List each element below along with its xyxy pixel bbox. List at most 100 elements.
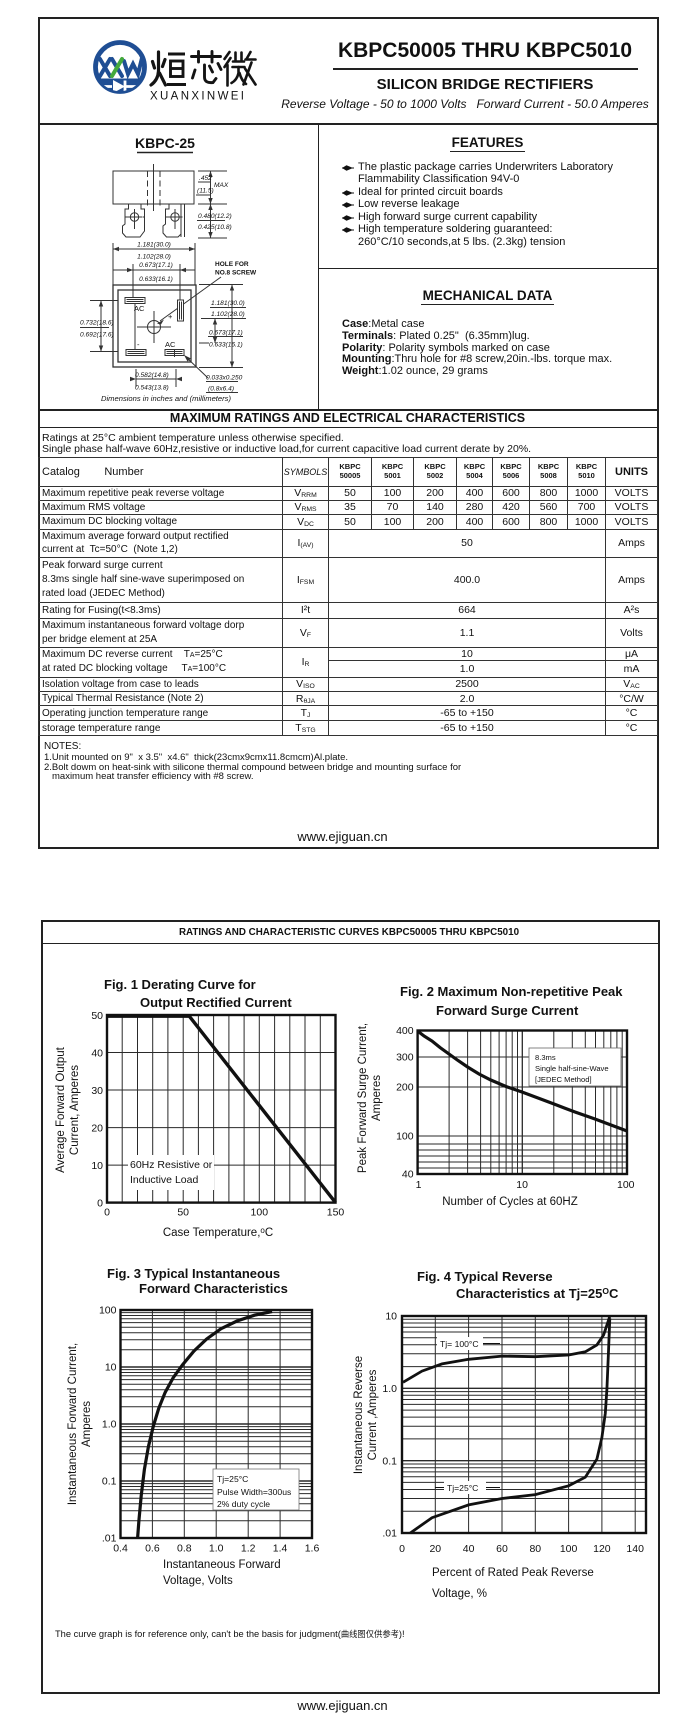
svg-text:0.633(16.1): 0.633(16.1) [139, 276, 173, 283]
svg-text:1.102(28.0): 1.102(28.0) [137, 254, 171, 261]
svg-text:Number of Cycles at 60HZ: Number of Cycles at 60HZ [442, 1196, 578, 1208]
svg-text:Peak Forward Surge Current,: Peak Forward Surge Current, [357, 1023, 369, 1173]
svg-text:100: 100 [396, 1131, 414, 1143]
svg-text:200: 200 [396, 1082, 414, 1094]
svg-text:Inductive Load: Inductive Load [130, 1174, 198, 1186]
svg-text:0.732(18.6): 0.732(18.6) [80, 320, 114, 327]
svg-text:Percent of Rated Peak Reverse: Percent of Rated Peak Reverse [432, 1567, 594, 1579]
svg-text:1.6: 1.6 [305, 1543, 320, 1555]
svg-text:0.582(14.8): 0.582(14.8) [135, 372, 169, 379]
svg-text:Instantaneous Forward Current,: Instantaneous Forward Current, [67, 1343, 79, 1505]
svg-text:10: 10 [91, 1160, 103, 1172]
svg-text:20: 20 [429, 1543, 441, 1555]
svg-text:0.1: 0.1 [102, 1476, 117, 1488]
svg-text:1.0: 1.0 [382, 1383, 397, 1395]
svg-text:0: 0 [97, 1197, 103, 1209]
svg-text:100: 100 [617, 1179, 635, 1191]
svg-text:Output Rectified Current: Output Rectified Current [140, 995, 292, 1010]
svg-text:30: 30 [91, 1085, 103, 1097]
svg-text:(0.8x6.4): (0.8x6.4) [208, 386, 234, 393]
svg-text:(11.5): (11.5) [197, 188, 214, 195]
svg-text:40: 40 [402, 1169, 414, 1181]
svg-text:Current, Amperes: Current, Amperes [69, 1065, 81, 1155]
svg-text:100: 100 [560, 1543, 578, 1555]
svg-text:1: 1 [416, 1179, 422, 1191]
svg-text:0.673(17.1): 0.673(17.1) [209, 330, 243, 337]
svg-text:Case Temperature,oC: Case Temperature,oC [163, 1226, 273, 1239]
svg-text:400: 400 [396, 1025, 414, 1037]
svg-text:100: 100 [251, 1207, 269, 1219]
svg-text:1.181(30.0): 1.181(30.0) [137, 242, 171, 249]
svg-text:40: 40 [463, 1543, 475, 1555]
svg-text:Instantaneous Reverse: Instantaneous Reverse [353, 1356, 365, 1474]
svg-text:Forward Surge Current: Forward Surge Current [436, 1003, 579, 1018]
svg-text:0.4: 0.4 [113, 1543, 128, 1555]
svg-text:0.8: 0.8 [177, 1543, 192, 1555]
svg-text:Pulse Width=300us: Pulse Width=300us [217, 1487, 291, 1497]
svg-text:1.102(28.0): 1.102(28.0) [211, 311, 245, 318]
svg-text:Amperes: Amperes [371, 1075, 383, 1121]
svg-text:0: 0 [399, 1543, 405, 1555]
svg-text:Average Forward Output: Average Forward Output [55, 1046, 67, 1173]
svg-text:0.033x0.250: 0.033x0.250 [206, 375, 243, 382]
svg-text:50: 50 [177, 1207, 189, 1219]
svg-text:XUANXINWEI: XUANXINWEI [150, 91, 246, 103]
svg-text:Current ,Amperes: Current ,Amperes [367, 1369, 379, 1460]
svg-text:.01: .01 [102, 1533, 117, 1545]
svg-text:20: 20 [91, 1122, 103, 1134]
svg-text:Fig. 4 Typical Reverse: Fig. 4 Typical Reverse [417, 1269, 553, 1284]
svg-text:1.4: 1.4 [273, 1543, 288, 1555]
svg-text:0.692(17.6): 0.692(17.6) [80, 332, 114, 339]
svg-text:50: 50 [91, 1010, 103, 1022]
svg-text:140: 140 [626, 1543, 644, 1555]
svg-text:80: 80 [529, 1543, 541, 1555]
svg-text:10: 10 [105, 1362, 117, 1374]
svg-text:HOLE FOR: HOLE FOR [215, 261, 249, 268]
svg-text:Tj=25°C: Tj=25°C [217, 1474, 248, 1484]
svg-text:40: 40 [91, 1047, 103, 1059]
svg-text:Voltage, Volts: Voltage, Volts [163, 1575, 233, 1587]
svg-text:1.181(30.0): 1.181(30.0) [211, 300, 245, 307]
svg-text:Fig. 3 Typical Instantaneous: Fig. 3 Typical Instantaneous [107, 1266, 280, 1281]
svg-text:Tj= 100°C: Tj= 100°C [440, 1339, 479, 1349]
svg-text:Voltage, %: Voltage, % [432, 1588, 487, 1600]
svg-text:0.543(13.8): 0.543(13.8) [135, 385, 169, 392]
svg-text:Dimensions in inches and (mill: Dimensions in inches and (millimeters) [101, 394, 231, 403]
svg-text:1.0: 1.0 [102, 1419, 117, 1431]
svg-text:AC: AC [134, 304, 145, 313]
svg-text:60Hz Resistive or: 60Hz Resistive or [130, 1159, 213, 1171]
svg-text:0.6: 0.6 [145, 1543, 160, 1555]
svg-text:10: 10 [516, 1179, 528, 1191]
svg-text:Amperes: Amperes [81, 1401, 93, 1447]
svg-text:Tj=25°C: Tj=25°C [447, 1483, 478, 1493]
svg-text:Characteristics at Tj=25OC: Characteristics at Tj=25OC [456, 1286, 619, 1301]
svg-text:.01: .01 [382, 1528, 397, 1540]
svg-text:0.673(17.1): 0.673(17.1) [139, 262, 173, 269]
svg-text:NO.8 SCREW: NO.8 SCREW [215, 270, 257, 277]
svg-text:[JEDEC Method]: [JEDEC Method] [535, 1075, 592, 1084]
svg-text:0.480(12.2): 0.480(12.2) [198, 213, 232, 220]
svg-text:0.425(10.8): 0.425(10.8) [198, 224, 232, 231]
svg-text:0: 0 [104, 1207, 110, 1219]
svg-text:Fig. 2 Maximum Non-repetitive: Fig. 2 Maximum Non-repetitive Peak [400, 984, 623, 999]
svg-text:1.0: 1.0 [209, 1543, 224, 1555]
svg-text:KBPC-25: KBPC-25 [135, 135, 195, 151]
svg-text:60: 60 [496, 1543, 508, 1555]
svg-text:120: 120 [593, 1543, 611, 1555]
svg-text:+: + [168, 312, 173, 321]
svg-text:2% duty cycle: 2% duty cycle [217, 1499, 270, 1509]
svg-text:150: 150 [327, 1207, 344, 1219]
svg-text:Single half-sine-Wave: Single half-sine-Wave [535, 1064, 609, 1073]
svg-text:10: 10 [385, 1311, 397, 1323]
svg-text:Fig. 1 Derating Curve for: Fig. 1 Derating Curve for [104, 977, 256, 992]
svg-text:AC: AC [165, 340, 176, 349]
svg-text:Instantaneous Forward: Instantaneous Forward [163, 1559, 281, 1571]
svg-text:0.1: 0.1 [382, 1455, 397, 1467]
svg-text:8.3ms: 8.3ms [535, 1053, 556, 1062]
svg-text:MAX: MAX [214, 182, 229, 189]
svg-text:Forward Characteristics: Forward Characteristics [139, 1281, 288, 1296]
svg-text:-: - [137, 340, 140, 349]
svg-text:1.2: 1.2 [241, 1543, 256, 1555]
svg-text:.452: .452 [199, 175, 212, 182]
svg-text:100: 100 [99, 1305, 117, 1317]
